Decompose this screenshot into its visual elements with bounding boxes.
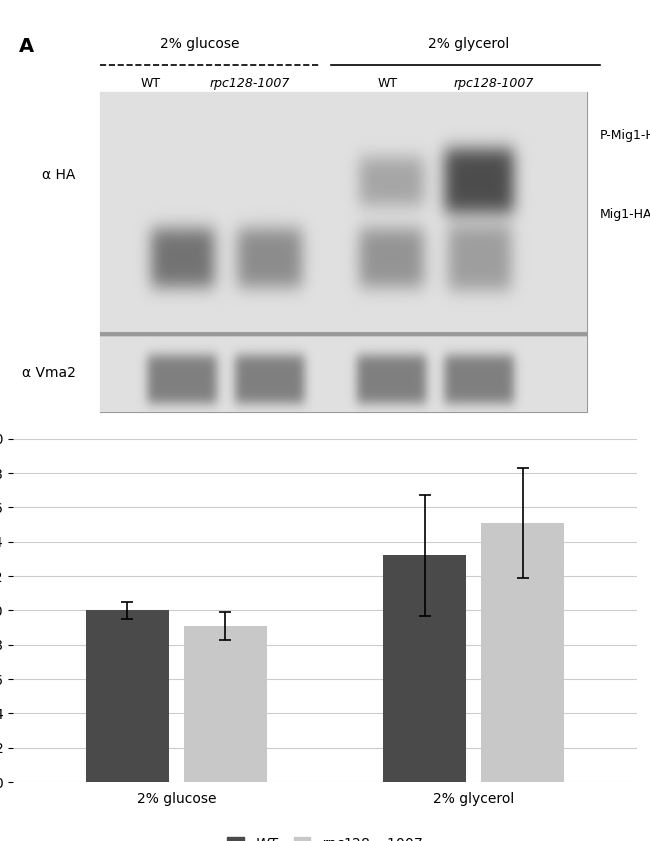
Text: Mig1-HA: Mig1-HA bbox=[599, 209, 650, 221]
Text: rpc128-1007: rpc128-1007 bbox=[453, 77, 534, 90]
Text: 2% glycerol: 2% glycerol bbox=[428, 37, 509, 51]
Text: 2% glucose: 2% glucose bbox=[161, 37, 240, 51]
Text: rpc128-1007: rpc128-1007 bbox=[210, 77, 291, 90]
Bar bbox=[100, 93, 587, 412]
Text: P-Mig1-HA: P-Mig1-HA bbox=[599, 130, 650, 142]
Bar bbox=[184, 626, 267, 782]
Text: A: A bbox=[20, 37, 34, 56]
Text: α Vma2: α Vma2 bbox=[21, 366, 75, 380]
Text: α HA: α HA bbox=[42, 168, 75, 182]
Bar bbox=[86, 611, 169, 782]
Legend: $\it{WT}$, $\it{rpc128-1007}$: $\it{WT}$, $\it{rpc128-1007}$ bbox=[221, 830, 429, 841]
Bar bbox=[383, 555, 466, 782]
Text: WT: WT bbox=[378, 77, 397, 90]
Text: WT: WT bbox=[140, 77, 161, 90]
Bar bbox=[481, 523, 564, 782]
